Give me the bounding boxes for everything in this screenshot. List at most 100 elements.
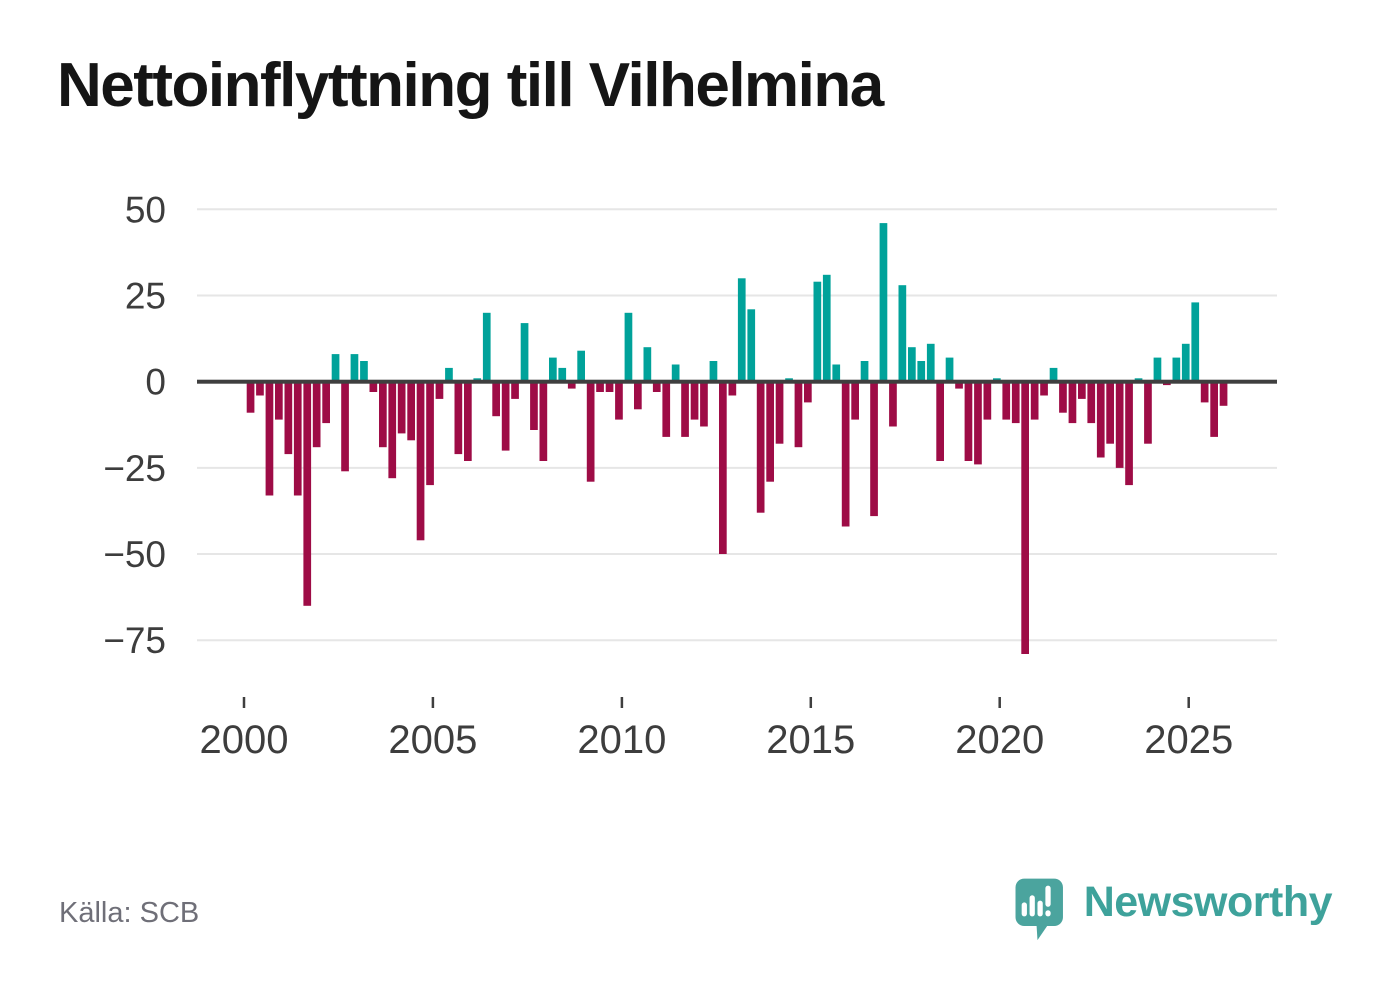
bar-2022-q1 xyxy=(1078,381,1086,399)
bar-2006-q2 xyxy=(482,312,491,382)
bar-2011-q4 xyxy=(690,381,699,420)
bar-2003-q2 xyxy=(369,381,378,392)
bar-2025-q2 xyxy=(1200,381,1209,403)
bar-2015-q1 xyxy=(813,281,822,382)
bar-2025-q3 xyxy=(1210,381,1218,437)
bar-2006-q3 xyxy=(492,381,500,417)
bar-2001-q1 xyxy=(284,381,293,455)
bar-2010-q3 xyxy=(643,347,652,382)
bar-2013-q1 xyxy=(737,278,746,382)
bar-2020-q1 xyxy=(1002,381,1011,420)
exclamation-dot-icon xyxy=(1045,910,1051,917)
bar-2017-q4 xyxy=(917,361,926,382)
bar-2011-q3 xyxy=(681,381,689,437)
newsworthy-logo: Newsworthy xyxy=(1012,876,1333,948)
bar-2005-q2 xyxy=(445,367,453,382)
bar-2013-q3 xyxy=(756,381,765,513)
bar-2012-q4 xyxy=(728,381,737,396)
bar-2023-q4 xyxy=(1144,381,1152,444)
zero-axis-line xyxy=(197,379,1277,384)
chart-canvas: 2000 2005 2010 2015 2020 2025 50 25 0 −25 −50 −75 xyxy=(103,189,1277,762)
bar-2000-q3 xyxy=(265,381,274,496)
bar-2015-q2 xyxy=(822,274,831,382)
exclamation-bar-icon xyxy=(1045,885,1051,907)
bar-2008-q2 xyxy=(558,367,567,382)
bar-2003-q4 xyxy=(388,381,397,479)
bar-2022-q3 xyxy=(1096,381,1105,458)
bar-2025-q4 xyxy=(1219,381,1228,406)
bar-2013-q4 xyxy=(766,381,774,482)
bar-2009-q4 xyxy=(615,381,623,420)
bar-2014-q4 xyxy=(804,381,812,403)
y-tick-label-−75: −75 xyxy=(103,620,166,661)
bar-2017-q2 xyxy=(898,285,907,382)
bar-2004-q1 xyxy=(397,381,406,434)
chart-bar-tall-icon xyxy=(1029,895,1035,917)
bar-2004-q4 xyxy=(426,381,434,486)
bar-2017-q3 xyxy=(908,347,916,382)
chart-bar-medium-icon xyxy=(1037,900,1043,917)
y-tick-label-0: 0 xyxy=(145,362,166,403)
bar-2015-q3 xyxy=(832,364,841,382)
bar-2016-q3 xyxy=(870,381,878,517)
bar-2014-q1 xyxy=(775,381,784,444)
bar-2019-q3 xyxy=(983,381,992,420)
y-tick-label-50: 50 xyxy=(125,189,166,230)
bar-2023-q1 xyxy=(1115,381,1124,468)
bar-2009-q1 xyxy=(586,381,595,482)
y-tick-label-25: 25 xyxy=(125,276,166,317)
bar-2001-q4 xyxy=(312,381,321,448)
bar-2006-q4 xyxy=(501,381,510,451)
bar-2009-q2 xyxy=(596,381,604,392)
bar-2021-q2 xyxy=(1049,367,1058,382)
bar-2018-q4 xyxy=(955,381,963,389)
bar-2000-q4 xyxy=(275,381,283,420)
bar-2007-q3 xyxy=(530,381,538,430)
bar-2002-q4 xyxy=(350,354,359,382)
bar-2016-q1 xyxy=(851,381,859,420)
x-tick-label-2010: 2010 xyxy=(577,718,666,762)
brand-name: Newsworthy xyxy=(1083,878,1333,926)
bar-2016-q4 xyxy=(879,223,888,382)
bar-2002-q1 xyxy=(322,381,330,424)
bar-2009-q3 xyxy=(605,381,614,392)
bar-2003-q1 xyxy=(360,361,368,382)
bar-2022-q4 xyxy=(1106,381,1114,444)
bar-2024-q4 xyxy=(1181,343,1190,382)
bar-2001-q2 xyxy=(293,381,302,496)
bar-2017-q1 xyxy=(889,381,897,427)
bar-2011-q1 xyxy=(662,381,671,437)
bar-2019-q1 xyxy=(964,381,973,461)
bar-2002-q3 xyxy=(341,381,349,472)
bar-2024-q3 xyxy=(1172,357,1181,382)
bar-2008-q4 xyxy=(577,350,585,382)
bar-2014-q3 xyxy=(794,381,803,448)
bar-2021-q1 xyxy=(1040,381,1048,396)
bar-2020-q4 xyxy=(1030,381,1039,420)
bar-2019-q2 xyxy=(974,381,982,465)
bar-2005-q3 xyxy=(454,381,463,455)
bar-2025-q1 xyxy=(1191,302,1200,382)
bar-2012-q1 xyxy=(700,381,708,427)
bar-2013-q2 xyxy=(747,309,756,382)
x-tick-label-2020: 2020 xyxy=(955,718,1044,762)
bar-2018-q3 xyxy=(945,357,954,382)
bar-2007-q1 xyxy=(511,381,519,399)
bar-2021-q3 xyxy=(1059,381,1067,413)
bar-2018-q1 xyxy=(926,343,935,382)
bar-2024-q1 xyxy=(1153,357,1162,382)
bar-2023-q2 xyxy=(1125,381,1133,486)
bar-2000-q1 xyxy=(246,381,255,413)
bar-2005-q4 xyxy=(464,381,472,461)
bar-2010-q4 xyxy=(652,381,661,392)
bar-2012-q3 xyxy=(719,381,727,554)
bar-2003-q3 xyxy=(379,381,387,448)
y-tick-label-−50: −50 xyxy=(103,534,166,575)
bar-2020-q3 xyxy=(1021,381,1029,654)
bar-2000-q2 xyxy=(256,381,264,396)
bar-2007-q4 xyxy=(539,381,548,461)
chart-bar-small-icon xyxy=(1021,902,1027,917)
bar-2018-q2 xyxy=(936,381,944,461)
bar-2016-q2 xyxy=(860,361,869,382)
